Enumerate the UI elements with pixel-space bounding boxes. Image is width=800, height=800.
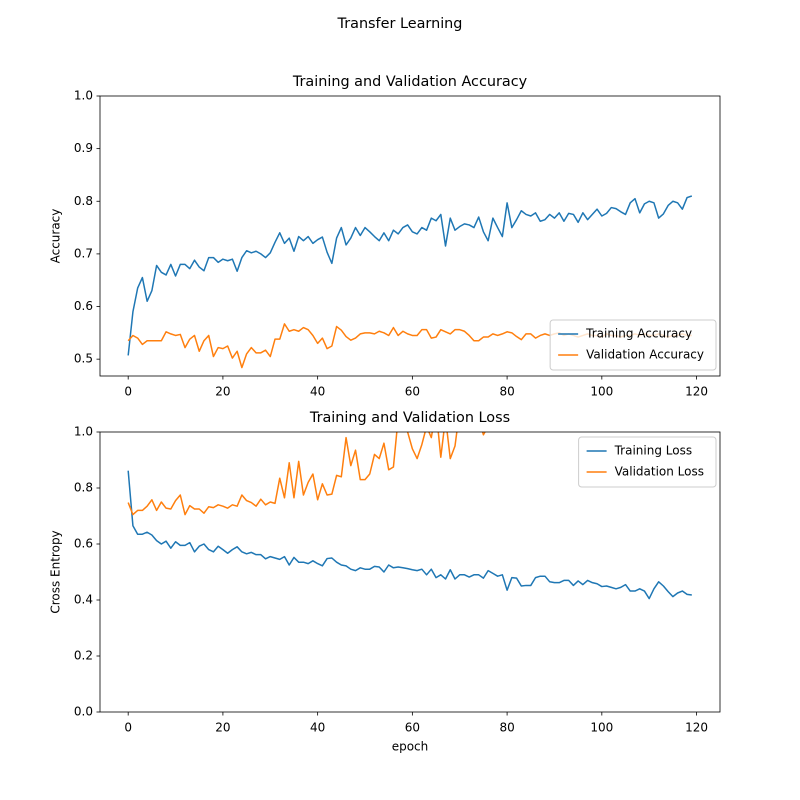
y-tick-label: 0.7 <box>74 246 93 260</box>
axes-frame <box>99 95 721 377</box>
y-tick-label: 1.0 <box>74 89 93 103</box>
x-tick-label: 20 <box>215 385 230 399</box>
x-tick-label: 60 <box>405 385 420 399</box>
x-tick-label: 0 <box>124 385 132 399</box>
y-tick-label: 0.0 <box>74 705 93 719</box>
x-tick-label: 100 <box>590 385 613 399</box>
axes-frame <box>99 431 721 713</box>
line <box>127 470 692 600</box>
axes-title: Training and Validation Accuracy <box>292 74 528 90</box>
line <box>127 195 693 356</box>
x-tick-label: 20 <box>215 721 230 735</box>
y-axis-label: Cross Entropy <box>49 530 63 613</box>
legend-label: Training Accuracy <box>585 327 692 341</box>
y-tick-label: 1.0 <box>74 425 93 439</box>
figure-title: Transfer Learning <box>337 16 463 32</box>
x-tick-label: 120 <box>685 385 708 399</box>
y-tick-label: 0.2 <box>74 649 93 663</box>
legend-box <box>578 436 717 488</box>
y-tick-label: 0.8 <box>74 481 93 495</box>
y-tick-label: 0.9 <box>74 141 93 155</box>
legend-box <box>549 319 717 371</box>
legend-label: Training Loss <box>614 444 692 458</box>
y-tick-label: 0.4 <box>74 593 93 607</box>
y-axis-label: Accuracy <box>49 209 63 264</box>
x-tick-label: 80 <box>499 721 514 735</box>
x-axis-label: epoch <box>392 740 429 754</box>
legend: Training Loss Validation Loss <box>578 436 717 488</box>
y-tick-label: 0.5 <box>74 352 93 366</box>
line <box>127 432 486 516</box>
y-tick-label: 0.8 <box>74 194 93 208</box>
x-tick-label: 0 <box>124 721 132 735</box>
y-tick-label: 0.6 <box>74 299 93 313</box>
x-tick-label: 40 <box>310 721 325 735</box>
legend-label: Validation Accuracy <box>586 348 704 362</box>
x-tick-label: 60 <box>405 721 420 735</box>
x-tick-label: 80 <box>499 385 514 399</box>
legend: Training Accuracy Validation Accuracy <box>549 319 717 371</box>
axes-title: Training and Validation Loss <box>309 410 510 426</box>
legend-label: Validation Loss <box>615 465 704 479</box>
y-tick-label: 0.6 <box>74 537 93 551</box>
x-tick-label: 100 <box>590 721 613 735</box>
x-tick-label: 120 <box>685 721 708 735</box>
x-tick-label: 40 <box>310 385 325 399</box>
